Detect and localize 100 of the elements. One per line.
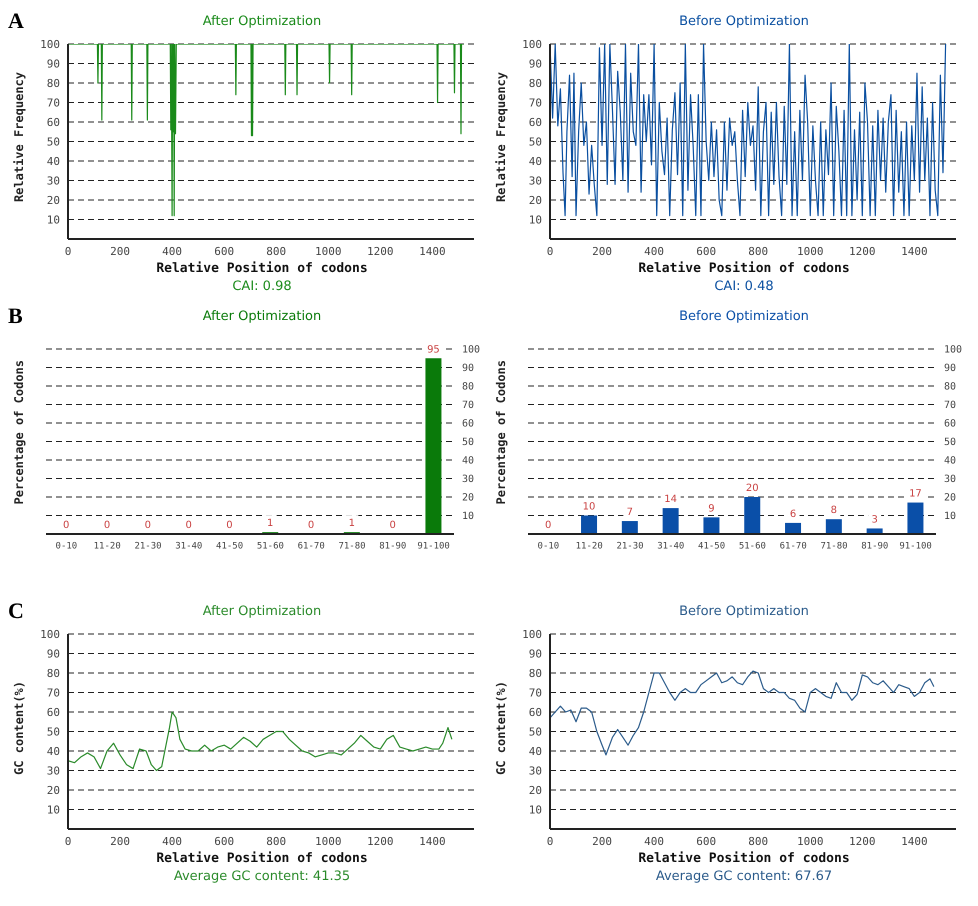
y-tick-label: 50: [46, 725, 60, 738]
y-tick-label: 40: [528, 154, 542, 168]
y-tick-label: 10: [528, 213, 542, 226]
y-tick-label: 70: [528, 96, 542, 110]
x-tick-label: 71-80: [820, 541, 848, 552]
y-tick-label: 10: [46, 213, 60, 226]
x-tick-label: 1400: [419, 244, 446, 258]
x-tick-label: 1400: [419, 834, 446, 848]
x-tick-label: 1000: [315, 244, 342, 258]
data-label: 10: [582, 502, 596, 512]
data-label: 3: [871, 514, 878, 526]
x-tick-label: 11-20: [576, 541, 603, 552]
data-label: 0: [185, 520, 192, 531]
x-tick-label: 400: [162, 834, 182, 848]
y-tick-label: 70: [944, 400, 956, 412]
y-tick-label: 40: [944, 456, 956, 467]
x-tick-label: 1000: [797, 834, 824, 848]
data-label: 0: [104, 520, 110, 531]
x-tick-label: 71-80: [338, 541, 366, 552]
x-tick-label: 91-100: [417, 541, 450, 552]
y-tick-label: 10: [944, 511, 956, 522]
x-tick-label: 1200: [367, 244, 394, 258]
data-label: 0: [63, 520, 70, 531]
y-tick-label: 60: [46, 116, 60, 129]
x-tick-label: 400: [644, 244, 664, 258]
x-tick-label: 0-10: [538, 541, 560, 552]
y-tick-label: 40: [528, 744, 542, 758]
data-label: 1: [348, 518, 356, 530]
x-tick-label: 31-40: [657, 541, 684, 552]
text: Average GC content: 67.67: [654, 869, 834, 884]
data-label: 9: [708, 503, 715, 514]
x-tick-label: 1000: [315, 834, 342, 848]
x-tick-label: 1400: [901, 834, 928, 848]
y-tick-label: 80: [462, 382, 474, 393]
text: CAI: 0.48: [713, 279, 775, 294]
y-tick-label: 60: [462, 418, 474, 430]
y-tick-label: 80: [46, 666, 60, 680]
x-axis-title: Relative Position of codons: [155, 261, 369, 276]
text: CAI: 0.98: [231, 279, 293, 294]
y-tick-label: 30: [944, 474, 956, 486]
x-tick-label: 0: [64, 244, 72, 258]
y-tick-label: 20: [46, 784, 60, 797]
y-tick-label: 20: [528, 784, 542, 797]
y-axis-title: Relative Frequency: [12, 72, 26, 203]
y-tick-label: 70: [462, 400, 474, 412]
y-tick-label: 20: [462, 492, 474, 504]
y-tick-label: 100: [944, 344, 962, 356]
x-tick-label: 61-70: [780, 541, 807, 552]
y-tick-label: 30: [528, 174, 542, 188]
y-tick-label: 40: [46, 744, 60, 758]
y-tick-label: 50: [462, 437, 474, 448]
y-tick-label: 60: [944, 418, 956, 430]
x-tick-label: 21-30: [134, 541, 162, 552]
text: Average GC content: 41.35: [172, 869, 352, 884]
y-tick-label: 10: [528, 803, 542, 816]
y-tick-label: 50: [528, 135, 542, 148]
y-tick-label: 80: [528, 666, 542, 680]
chart-title: Before Optimization: [678, 309, 810, 324]
x-tick-label: 41-50: [698, 541, 726, 552]
data-label: 0: [389, 520, 396, 531]
y-tick-label: 90: [944, 363, 956, 374]
y-tick-label: 10: [462, 511, 474, 522]
y-tick-label: 90: [528, 57, 542, 70]
x-tick-label: 400: [162, 244, 182, 258]
y-tick-label: 50: [944, 437, 956, 448]
x-tick-label: 400: [644, 834, 664, 848]
y-tick-label: 90: [46, 647, 60, 660]
x-tick-label: 0: [64, 834, 72, 848]
y-tick-label: 50: [46, 135, 60, 148]
x-tick-label: 200: [110, 244, 130, 258]
x-tick-label: 800: [266, 244, 286, 258]
data-label: 17: [909, 488, 922, 500]
text: B: [8, 303, 23, 329]
y-tick-label: 70: [46, 96, 60, 110]
y-tick-label: 70: [46, 686, 60, 700]
y-tick-label: 100: [40, 38, 60, 51]
data-label: 0: [226, 520, 233, 531]
x-axis-title: Relative Position of codons: [637, 261, 851, 276]
y-tick-label: 20: [46, 194, 60, 207]
y-tick-label: 80: [46, 76, 60, 90]
data-label: 6: [790, 508, 796, 520]
x-tick-label: 91-100: [899, 541, 932, 552]
y-tick-label: 60: [528, 116, 542, 129]
data-label: 95: [427, 344, 440, 356]
y-tick-label: 80: [944, 382, 956, 393]
data-label: 20: [746, 483, 759, 494]
data-label: 0: [308, 520, 314, 531]
y-tick-label: 50: [528, 725, 542, 738]
data-label: 0: [545, 520, 552, 531]
text: A: [8, 8, 24, 34]
y-tick-label: 40: [46, 154, 60, 168]
x-tick-label: 21-30: [616, 541, 644, 552]
x-tick-label: 1200: [849, 244, 876, 258]
x-tick-label: 0: [546, 834, 554, 848]
y-tick-label: 100: [40, 628, 60, 641]
chart-title: After Optimization: [202, 309, 322, 324]
x-tick-label: 1200: [849, 834, 876, 848]
y-tick-label: 30: [528, 764, 542, 778]
y-tick-label: 60: [46, 706, 60, 719]
y-tick-label: 80: [528, 76, 542, 90]
